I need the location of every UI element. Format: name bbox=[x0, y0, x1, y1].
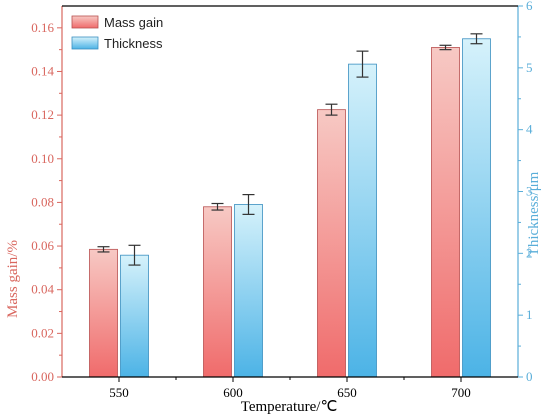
y-right-tick-label: 4 bbox=[526, 122, 533, 137]
y-left-tick-label: 0.10 bbox=[31, 151, 54, 166]
legend: Mass gain Thickness bbox=[71, 15, 163, 51]
ticks-layer: 550 600 650 7000.000.020.040.060.080.100.12… bbox=[31, 0, 533, 400]
error-bar-mass-gain-600 bbox=[211, 202, 224, 211]
y-right-tick-label: 1 bbox=[526, 307, 533, 322]
error-bar-mass-gain-550 bbox=[97, 246, 110, 253]
y-right-tick-label: 0 bbox=[526, 369, 533, 384]
x-tick-label-700: 700 bbox=[451, 385, 471, 400]
y-right-tick-label: 5 bbox=[526, 60, 533, 75]
y-left-tick-label: 0.02 bbox=[31, 325, 54, 340]
y-left-tick-label: 0.12 bbox=[31, 107, 54, 122]
x-tick-label-600: 600 bbox=[223, 385, 243, 400]
x-axis-title: Temperature/℃ bbox=[241, 399, 338, 415]
y-left-tick-label: 0.08 bbox=[31, 194, 54, 209]
error-bar-thickness-550 bbox=[128, 244, 141, 266]
bar-thickness-600 bbox=[234, 204, 263, 378]
error-bar-mass-gain-650 bbox=[325, 103, 338, 116]
bar-mass-gain-550 bbox=[89, 248, 118, 378]
x-tick-label-650: 650 bbox=[337, 385, 357, 400]
y-right-axis-title: Thickness/μm bbox=[526, 171, 542, 256]
y-left-tick-label: 0.16 bbox=[31, 20, 54, 35]
bar-mass-gain-650 bbox=[317, 109, 346, 378]
bar-mass-gain-700 bbox=[431, 47, 460, 378]
bar-thickness-550 bbox=[120, 254, 149, 378]
y-right-tick-label: 2 bbox=[526, 245, 533, 260]
error-bar-thickness-700 bbox=[470, 33, 483, 45]
legend-swatch-thickness bbox=[71, 36, 99, 50]
y-left-tick-label: 0.00 bbox=[31, 369, 54, 384]
y-left-axis-title: Mass gain/% bbox=[5, 240, 21, 318]
y-left-tick-label: 0.14 bbox=[31, 63, 54, 78]
legend-label-thickness: Thickness bbox=[104, 36, 163, 51]
error-bar-mass-gain-700 bbox=[439, 44, 452, 51]
legend-label-mass-gain: Mass gain bbox=[104, 15, 163, 30]
error-bar-thickness-650 bbox=[356, 50, 369, 78]
bar-thickness-650 bbox=[348, 63, 377, 378]
legend-swatch-mass-gain bbox=[71, 15, 99, 29]
x-tick-label-550: 550 bbox=[109, 385, 129, 400]
y-left-tick-label: 0.04 bbox=[31, 282, 54, 297]
y-left-tick-label: 0.06 bbox=[31, 238, 54, 253]
bar-thickness-700 bbox=[462, 38, 491, 378]
y-right-tick-label: 6 bbox=[526, 0, 533, 13]
bars-layer bbox=[89, 38, 491, 378]
bar-mass-gain-600 bbox=[203, 206, 232, 378]
error-bar-thickness-600 bbox=[242, 193, 255, 215]
error-bars-layer bbox=[97, 33, 483, 266]
y-right-tick-label: 3 bbox=[526, 184, 533, 199]
